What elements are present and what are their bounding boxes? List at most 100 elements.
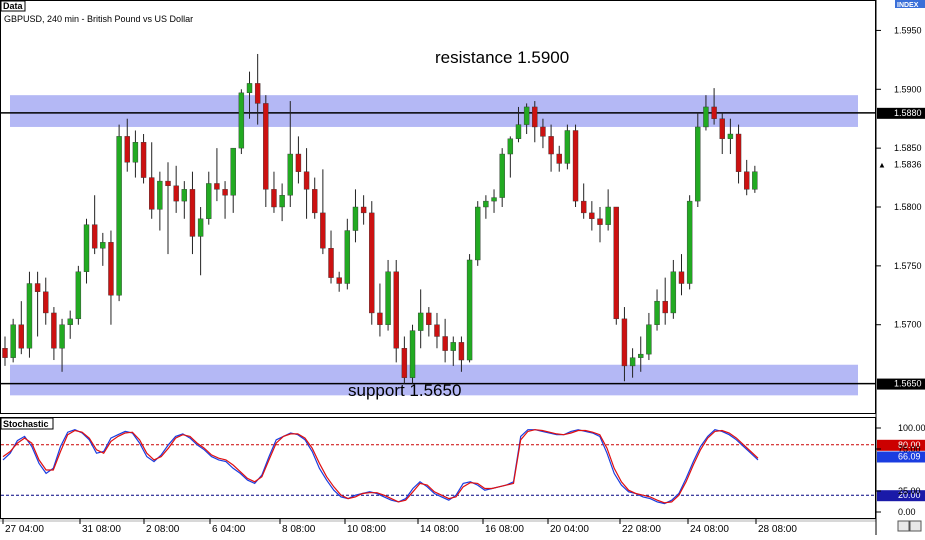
bear-candle: [173, 185, 179, 202]
bear-candle: [532, 106, 538, 128]
bull-candle: [157, 180, 163, 210]
bull-candle: [59, 324, 65, 349]
bull-candle: [654, 300, 660, 325]
bear-candle: [295, 153, 302, 172]
bull-candle: [475, 206, 481, 261]
stochastic-tab-label: Stochastic: [3, 419, 49, 429]
bear-candle: [426, 312, 432, 325]
bull-candle: [230, 147, 236, 196]
bear-candle: [271, 189, 277, 208]
bear-candle: [214, 183, 220, 190]
bear-candle: [735, 133, 742, 172]
bear-candle: [719, 118, 725, 139]
current-price-arrow: ▲: [878, 161, 886, 170]
bull-candle: [703, 106, 709, 128]
bear-candle: [124, 136, 130, 163]
bear-candle: [165, 180, 171, 187]
bear-candle: [580, 200, 587, 214]
bear-candle: [149, 177, 155, 210]
bull-candle: [344, 230, 351, 284]
scroll-right-button[interactable]: [909, 520, 922, 532]
time-tick-label: 28 08:00: [758, 524, 797, 535]
price-tick-label: 1.5950: [894, 25, 922, 35]
bear-candle: [18, 324, 25, 349]
stochastic-level-marker: [877, 490, 925, 502]
stochastic-tick-label: 75.00: [898, 444, 921, 454]
bear-candle: [222, 189, 228, 196]
bear-candle: [43, 291, 49, 314]
bull-candle: [515, 124, 522, 139]
price-tick-label: 1.5700: [894, 320, 922, 330]
level-marker-label: 1.5650: [894, 379, 922, 389]
bull-candle: [197, 218, 204, 237]
stochastic-level-label: 80.00: [898, 440, 921, 450]
bull-candle: [409, 330, 416, 378]
bull-candle: [507, 138, 514, 155]
bear-candle: [393, 271, 399, 349]
bear-candle: [540, 126, 546, 137]
stochastic-value-marker: [877, 451, 925, 463]
data-tab-label: Data: [3, 1, 24, 11]
time-tick-label: 31 08:00: [82, 524, 121, 535]
bear-candle: [34, 283, 41, 292]
bear-candle: [401, 348, 408, 378]
time-tick-label: 20 04:00: [550, 524, 589, 535]
bull-candle: [26, 283, 33, 349]
bear-candle: [254, 83, 261, 104]
bear-candle: [51, 312, 57, 349]
bull-candle: [638, 353, 644, 358]
bear-candle: [140, 142, 147, 178]
support-annotation: support 1.5650: [348, 381, 461, 400]
bear-candle: [360, 206, 367, 214]
bear-candle: [662, 300, 668, 314]
time-tick-label: 22 08:00: [622, 524, 661, 535]
data-tab[interactable]: [0, 0, 26, 12]
bear-candle: [336, 277, 342, 284]
bear-candle: [572, 130, 579, 202]
bear-candle: [711, 106, 717, 119]
bull-candle: [238, 92, 245, 149]
bear-candle: [548, 136, 554, 155]
bull-candle: [417, 312, 424, 331]
bull-candle: [181, 189, 188, 202]
bull-candle: [629, 357, 636, 367]
stochastic-tab[interactable]: [0, 417, 54, 430]
chart-title: GBPUSD, 240 min - British Pound vs US Do…: [4, 14, 193, 24]
level-marker: [877, 378, 925, 390]
price-plot: [1, 53, 876, 396]
index-tab[interactable]: [895, 0, 925, 8]
bull-candle: [727, 133, 734, 139]
bull-candle: [132, 142, 139, 163]
bull-candle: [100, 242, 106, 249]
stochastic-plot: [1, 429, 876, 505]
axes: 1.5950 1.5900 1.5850 1.5800 1.5750 1.5700 1.58…: [0, 25, 925, 535]
bull-candle: [646, 324, 652, 355]
bear-candle: [613, 206, 619, 320]
bear-candle: [434, 324, 440, 337]
time-tick-label: 6 04:00: [212, 524, 246, 535]
bear-candle: [2, 348, 8, 358]
price-tick-label: 1.5850: [894, 143, 922, 153]
bear-candle: [108, 242, 114, 296]
bear-candle: [320, 212, 326, 249]
time-axis-strip: [0, 519, 876, 522]
support-band: [10, 364, 858, 396]
stochastic-level-marker: [877, 439, 925, 451]
resistance-annotation: resistance 1.5900: [435, 48, 569, 67]
time-tick-label: 24 08:00: [690, 524, 729, 535]
bear-candle: [303, 171, 310, 190]
scroll-left-button[interactable]: [897, 520, 910, 532]
bear-candle: [377, 312, 383, 325]
level-marker: [877, 107, 925, 119]
bull-candle: [116, 136, 122, 296]
bear-candle: [556, 153, 562, 164]
bull-candle: [75, 271, 82, 320]
bull-candle: [605, 206, 611, 225]
bull-candle: [564, 130, 571, 164]
bear-candle: [743, 171, 750, 190]
stochastic-tick-label: 100.00: [898, 423, 925, 433]
time-tick-label: 16 08:00: [485, 524, 524, 535]
